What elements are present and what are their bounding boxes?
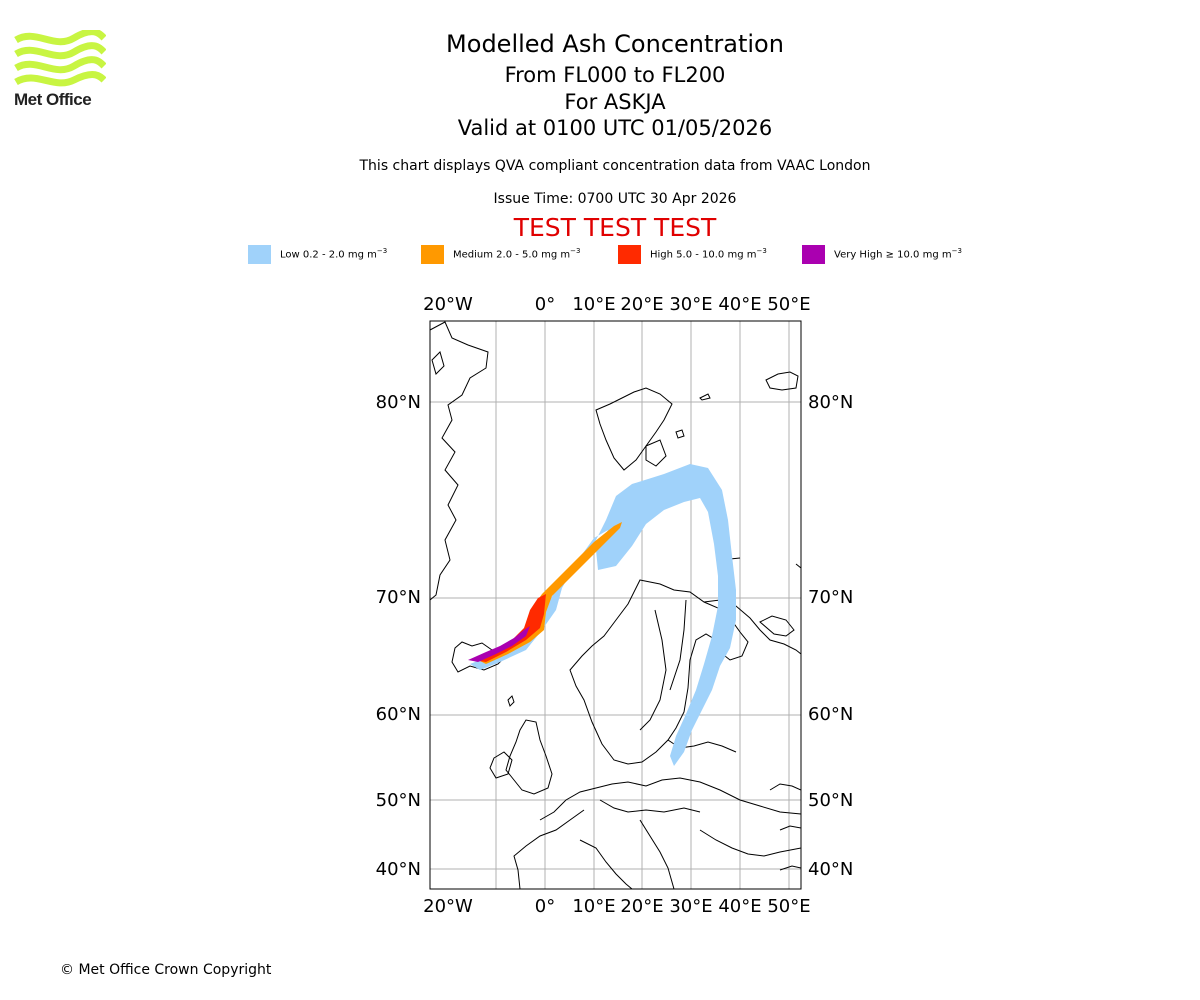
logo-waves-icon — [14, 30, 106, 87]
lat-label-right-80n: 80°N — [808, 392, 853, 413]
lat-label-left-80n: 80°N — [376, 392, 421, 413]
legend-swatch-low — [248, 244, 271, 264]
lon-label-top-10e: 10°E — [572, 294, 615, 315]
lat-label-right-70n: 70°N — [808, 587, 853, 608]
legend-very-high: Very High ≥ 10.0 mg m−3 — [802, 244, 962, 264]
lon-label-bottom-0: 0° — [535, 896, 555, 917]
lon-label-top-20w: 20°W — [423, 294, 473, 315]
ash-high-region — [472, 594, 546, 662]
graticule — [430, 321, 801, 889]
legend-low: Low 0.2 - 2.0 mg m−3 — [248, 244, 387, 264]
ash-medium-region — [478, 522, 622, 664]
valid-time: Valid at 0100 UTC 01/05/2026 — [457, 116, 773, 140]
lon-label-top-50e: 50°E — [767, 294, 810, 315]
lat-label-left-70n: 70°N — [376, 587, 421, 608]
coastlines — [430, 321, 801, 889]
lon-label-bottom-20e: 20°E — [620, 896, 663, 917]
lat-label-right-60n: 60°N — [808, 704, 853, 725]
legend-label-very-high: Very High ≥ 10.0 mg m−3 — [834, 247, 962, 261]
ash-very-high-region — [468, 626, 530, 662]
logo-wordmark: Met Office — [14, 90, 92, 109]
legend-label-medium: Medium 2.0 - 5.0 mg m−3 — [453, 247, 581, 261]
map-frame — [429, 320, 802, 890]
legend-swatch-very-high — [802, 244, 825, 264]
legend-high: High 5.0 - 10.0 mg m−3 — [618, 244, 767, 264]
met-office-logo: Met Office — [14, 30, 106, 112]
ash-low-region — [470, 464, 736, 766]
lat-label-left-60n: 60°N — [376, 704, 421, 725]
volcano-name: For ASKJA — [564, 90, 666, 114]
lon-label-top-40e: 40°E — [718, 294, 761, 315]
lon-label-bottom-10e: 10°E — [572, 896, 615, 917]
lon-label-top-20e: 20°E — [620, 294, 663, 315]
chart-title: Modelled Ash Concentration — [446, 30, 784, 58]
lon-label-bottom-50e: 50°E — [767, 896, 810, 917]
legend-label-low: Low 0.2 - 2.0 mg m−3 — [280, 247, 388, 261]
issue-time: Issue Time: 0700 UTC 30 Apr 2026 — [493, 191, 737, 207]
lat-label-right-50n: 50°N — [808, 790, 853, 811]
legend-medium: Medium 2.0 - 5.0 mg m−3 — [421, 244, 580, 264]
copyright: © Met Office Crown Copyright — [60, 962, 272, 978]
lat-label-left-40n: 40°N — [376, 859, 421, 880]
lon-label-top-30e: 30°E — [669, 294, 712, 315]
test-banner: TEST TEST TEST — [513, 213, 717, 242]
ash-plume — [468, 464, 736, 766]
legend-swatch-medium — [421, 244, 444, 264]
lat-label-left-50n: 50°N — [376, 790, 421, 811]
chart-description: This chart displays QVA compliant concen… — [359, 158, 871, 174]
lon-label-top-0: 0° — [535, 294, 555, 315]
lat-label-right-40n: 40°N — [808, 859, 853, 880]
lon-label-bottom-40e: 40°E — [718, 896, 761, 917]
legend-swatch-high — [618, 244, 641, 264]
lon-label-bottom-30e: 30°E — [669, 896, 712, 917]
lon-label-bottom-20w: 20°W — [423, 896, 473, 917]
legend-label-high: High 5.0 - 10.0 mg m−3 — [650, 247, 767, 261]
flight-level-range: From FL000 to FL200 — [504, 63, 726, 87]
